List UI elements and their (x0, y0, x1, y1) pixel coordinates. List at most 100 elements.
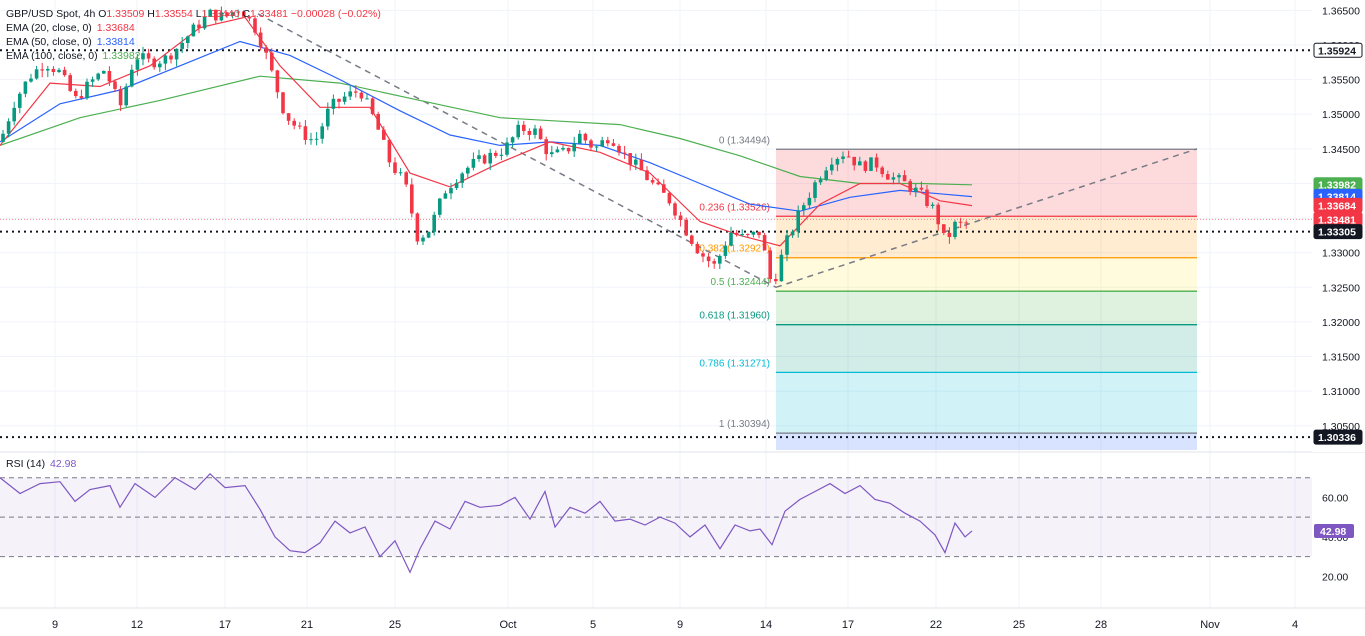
candle-body (701, 253, 705, 257)
candle-body (550, 152, 554, 155)
candle-body (354, 91, 358, 93)
ema20-legend[interactable]: EMA (20, close, 0) 1.33684 (6, 21, 135, 35)
candle-body (320, 126, 324, 139)
candle-body (919, 187, 924, 190)
ema50-label: EMA (50, close, 0) (6, 36, 92, 48)
fib-level-label: 0.382 (1.32927) (699, 244, 770, 255)
candle-body (662, 184, 666, 193)
price-badge (1313, 42, 1363, 58)
candle-body (236, 11, 240, 13)
candle-body (852, 156, 856, 166)
candle-body (684, 219, 688, 236)
candle-body (510, 137, 515, 143)
time-axis: 9 12 17 21 25 Oct 5 9 14 17 22 25 28 Nov 4 (0, 607, 1365, 631)
price-tick-label: 1.32000 (1322, 317, 1360, 329)
ohlc-key: H (147, 8, 155, 20)
rsi-tick-label: 60.00 (1322, 492, 1348, 504)
ohlc-values: O1.33509 H1.33554 L1.33440 C1.33481 (98, 8, 291, 20)
rsi-legend[interactable]: RSI (14) 42.98 (6, 457, 76, 471)
ohlc-value: 1.33481 (250, 8, 291, 20)
candle-body (544, 139, 548, 155)
candle-body (197, 24, 201, 29)
candle-body (404, 172, 408, 185)
candle-body (130, 69, 134, 87)
candle-body (505, 142, 509, 155)
time-tick-label: 4 (1292, 619, 1298, 631)
candle-body (572, 143, 576, 152)
candle-body (415, 213, 420, 242)
rsi-band (0, 477, 1312, 557)
price-badge-label: 1.33305 (1318, 227, 1356, 239)
candle-body (858, 161, 862, 166)
candle-body (734, 232, 739, 236)
rsi-panel (0, 472, 1312, 574)
price-badge-label: 1.33684 (1318, 200, 1356, 212)
candle-body (964, 222, 968, 224)
candle-body (432, 214, 436, 232)
candle-body (813, 182, 817, 198)
ohlc-key: O (98, 8, 107, 20)
candle-body (124, 86, 128, 106)
price-badge-label: 1.30336 (1318, 432, 1356, 444)
candle-body (57, 69, 61, 72)
candle-body (891, 177, 896, 180)
candle-body (830, 164, 834, 171)
candle-body (426, 231, 431, 238)
candle-body (678, 215, 683, 220)
candle-body (622, 152, 627, 154)
candle-body (880, 167, 884, 175)
price-tick-label: 1.35000 (1322, 109, 1360, 121)
candle-body (438, 198, 442, 215)
candle-body (208, 9, 212, 17)
candle-body (589, 140, 593, 148)
candle-body (522, 124, 526, 132)
time-tick-label: 14 (760, 619, 772, 631)
fib-zone (776, 257, 1197, 292)
candle-body (790, 231, 795, 236)
price-badge-label: 1.33982 (1318, 180, 1356, 192)
candle-body (617, 145, 621, 153)
candle-body (802, 205, 806, 211)
candle-body (639, 159, 644, 171)
time-tick-label: 9 (52, 619, 58, 631)
price-badge (1313, 429, 1363, 445)
candle-body (90, 79, 95, 82)
candle-body (23, 81, 28, 94)
candle-body (292, 120, 296, 126)
candle-body (348, 91, 352, 97)
price-tick-label: 1.36500 (1322, 5, 1360, 17)
rsi-badge-label: 42.98 (1320, 526, 1346, 538)
candle-body (230, 12, 235, 16)
time-tick-label: 21 (301, 619, 313, 631)
fib-level-label: 0.618 (1.31960) (699, 311, 770, 322)
fib-zone (776, 433, 1197, 450)
time-tick-label: 17 (219, 619, 231, 631)
candle-body (673, 203, 677, 216)
candle-body (533, 128, 537, 135)
candle-body (841, 156, 845, 159)
ema100-legend[interactable]: EMA (100, close, 0) 1.33982 (6, 49, 141, 63)
fib-level-label: 0 (1.34494) (719, 135, 770, 146)
candle-body (40, 69, 44, 71)
rsi-badge (1314, 523, 1354, 538)
fib-zone (776, 324, 1197, 373)
candle-body (796, 210, 800, 232)
candle-body (499, 154, 504, 156)
candle-body (555, 149, 560, 153)
candle-body (34, 69, 39, 79)
time-tick-label: Oct (499, 619, 516, 631)
candle-body (219, 12, 224, 21)
ema50-legend[interactable]: EMA (50, close, 0) 1.33814 (6, 35, 135, 49)
price-badge-label: 1.35924 (1318, 45, 1356, 57)
candle-body (914, 187, 918, 192)
candle-body (908, 181, 912, 192)
fib-level-label: 0.786 (1.31271) (699, 358, 770, 369)
time-tick-label: 9 (677, 619, 683, 631)
candle-body (667, 192, 672, 204)
candle-body (466, 167, 470, 174)
candle-body (578, 133, 582, 144)
ohlc-value: 1.33509 (106, 8, 148, 20)
candle-body (768, 250, 772, 280)
time-tick-label: 17 (842, 619, 854, 631)
